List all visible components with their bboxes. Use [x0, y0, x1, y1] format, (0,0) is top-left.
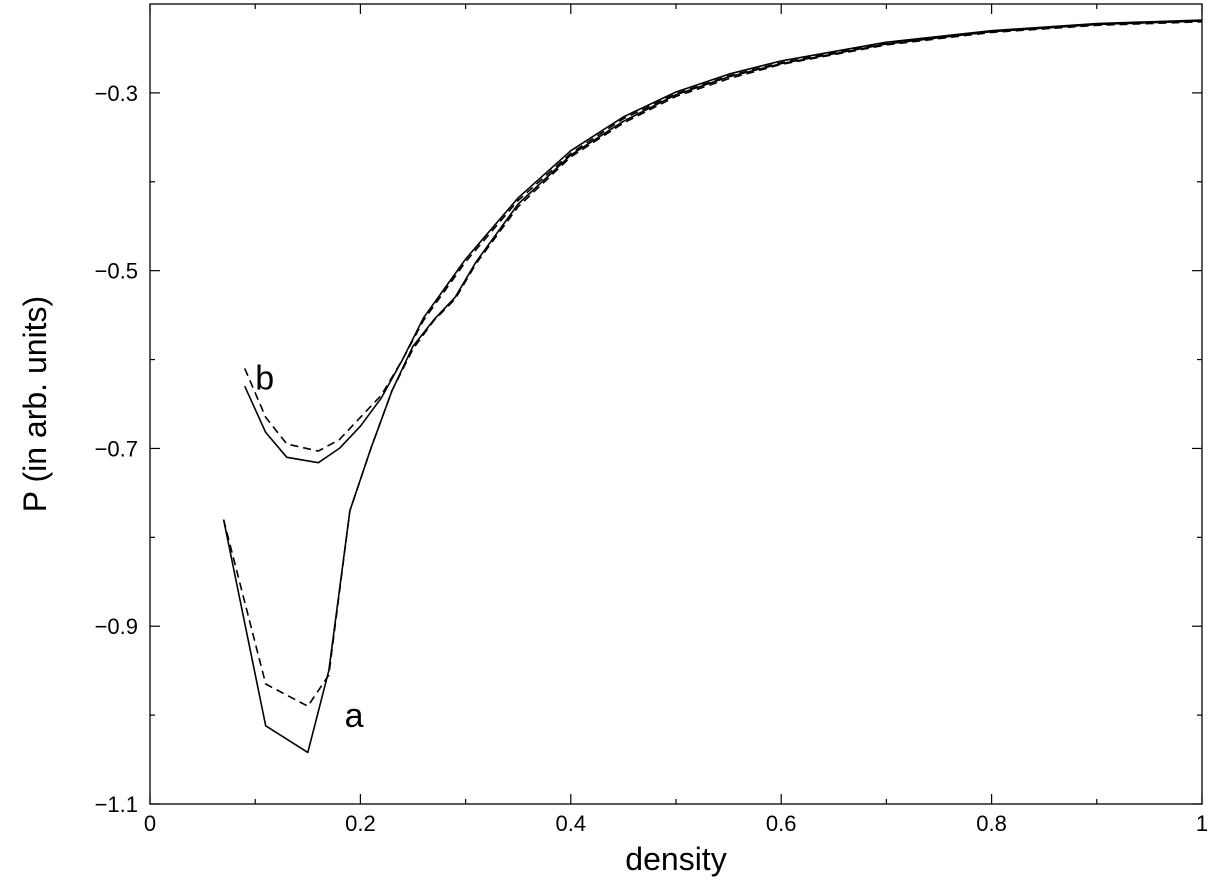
y-tick-label: −0.5: [95, 259, 138, 284]
x-tick-label: 0.2: [345, 811, 376, 836]
y-tick-label: −1.1: [95, 792, 138, 817]
plot-frame: [149, 3, 1203, 805]
series-line-solid: [222, 20, 1203, 754]
series-line-dashed: [243, 20, 1203, 452]
series-layer: [222, 19, 1203, 754]
y-tick-label: −0.9: [95, 614, 138, 639]
y-tick-label: −0.3: [95, 81, 138, 106]
series-line-solid: [243, 19, 1203, 464]
y-tick-label: −0.7: [95, 436, 138, 461]
x-tick-label: 0.4: [556, 811, 587, 836]
ticks-layer: [149, 4, 1203, 805]
x-tick-label: 1: [1196, 811, 1208, 836]
x-tick-label: 0: [144, 811, 156, 836]
x-tick-label: 0.8: [976, 811, 1007, 836]
series-line-dashed: [222, 21, 1203, 708]
x-axis-title: density: [625, 841, 726, 877]
labels-layer: 0 0.2 0.4 0.6 0.8 1 −1.1 −0.9 −0.7 −0.5 −0.3 a b: [95, 81, 1209, 836]
y-axis-title: P (in arb. units): [17, 296, 53, 512]
curve-annotation: b: [255, 359, 274, 397]
curve-annotation: a: [345, 697, 364, 735]
x-tick-label: 0.6: [766, 811, 797, 836]
